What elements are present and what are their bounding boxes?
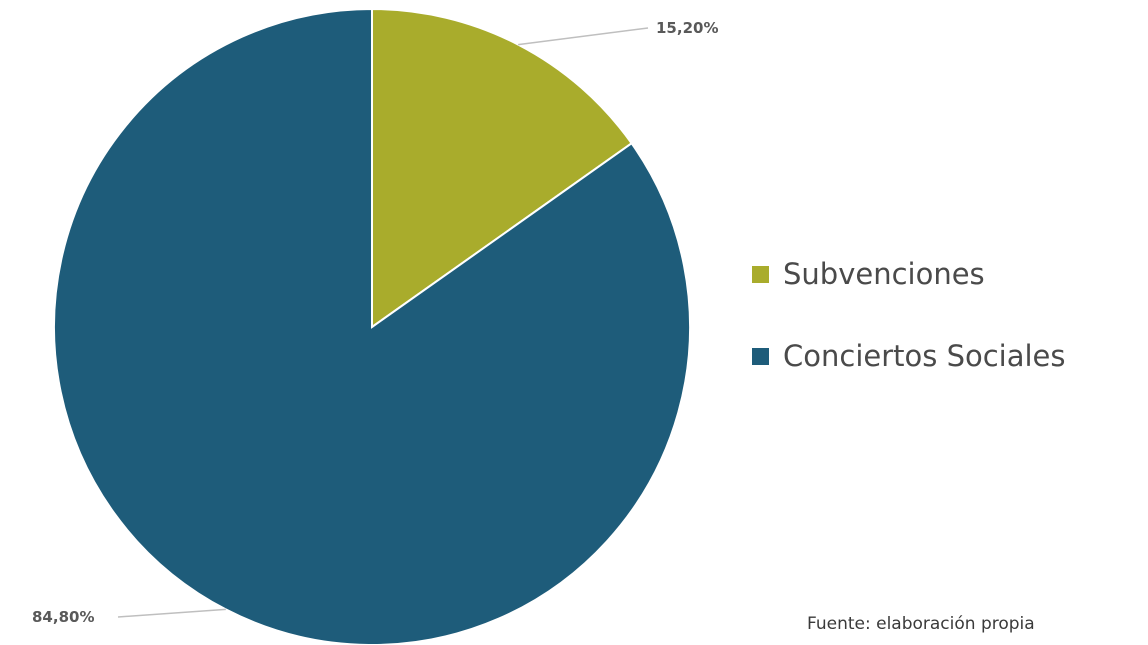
data-label-subvenciones: 15,20% [656, 19, 718, 37]
pie-slice-subvenciones [371, 7, 633, 329]
legend-item-conciertos-sociales: Conciertos Sociales [752, 334, 1066, 378]
leader-line-conciertos-sociales [117, 608, 226, 618]
legend-swatch-conciertos-sociales [752, 347, 769, 365]
legend-item-subvenciones: Subvenciones [752, 252, 1066, 296]
legend-label-subvenciones: Subvenciones [783, 257, 985, 291]
legend-label-conciertos-sociales: Conciertos Sociales [783, 339, 1066, 373]
source-note: Fuente: elaboración propia [807, 614, 1035, 634]
chart-legend: Subvenciones Conciertos Sociales [752, 252, 1066, 416]
legend-swatch-subvenciones [752, 265, 769, 283]
pie-slice-conciertos-sociales [53, 7, 691, 645]
leader-line-subvenciones [518, 27, 649, 46]
data-label-conciertos-sociales: 84,80% [32, 608, 94, 626]
